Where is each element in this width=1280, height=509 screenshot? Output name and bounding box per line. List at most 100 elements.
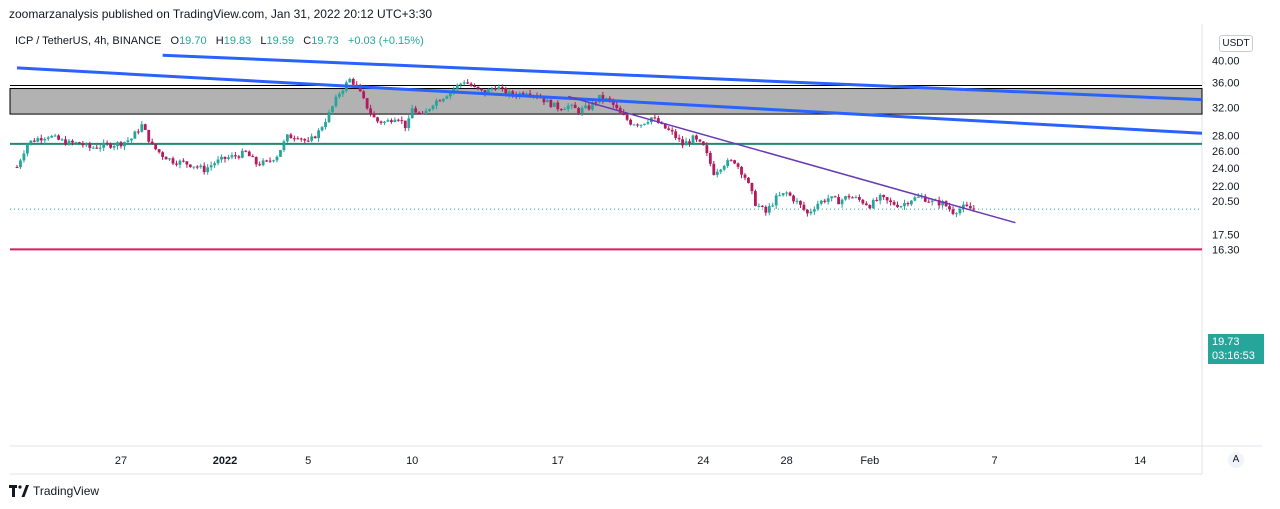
- candle-body: [396, 119, 400, 121]
- candle-body: [570, 104, 574, 106]
- candle-body: [910, 200, 913, 205]
- candle-body: [559, 109, 563, 111]
- candle-body: [178, 160, 182, 165]
- candle-body: [858, 197, 861, 200]
- candle-body: [591, 102, 594, 110]
- candle-body: [15, 167, 19, 169]
- candle-body: [712, 163, 716, 175]
- candle-body: [414, 108, 418, 113]
- candle-body: [546, 99, 549, 103]
- candle-body: [237, 156, 241, 158]
- candle-body: [823, 200, 827, 202]
- candle-body: [275, 156, 279, 161]
- candle-body: [341, 90, 345, 94]
- candle-body: [497, 87, 501, 90]
- symbol-title[interactable]: ICP / TetherUS, 4h, BINANCE: [15, 35, 162, 47]
- candle-body: [913, 197, 917, 201]
- candle-body: [126, 140, 130, 142]
- candle-body: [906, 203, 910, 205]
- candle-body: [958, 208, 962, 214]
- candle-body: [563, 109, 567, 111]
- candle-body: [715, 171, 719, 175]
- candle-body: [722, 166, 726, 170]
- candle-body: [719, 169, 723, 172]
- candle-body: [930, 200, 934, 202]
- candle-body: [729, 160, 733, 162]
- candle-body: [188, 164, 192, 168]
- candle-body: [383, 121, 386, 123]
- candle-body: [663, 123, 667, 129]
- y-tick-label: 32.00: [1212, 102, 1240, 114]
- candle-body: [469, 83, 473, 86]
- candle-body: [882, 194, 886, 198]
- footer-brand-label: TradingView: [33, 484, 100, 498]
- candle-body: [476, 86, 480, 89]
- candle-body: [43, 138, 47, 141]
- symbol-legend[interactable]: ICP / TetherUS, 4h, BINANCE O19.70 H19.8…: [15, 35, 424, 47]
- candle-body: [466, 82, 470, 84]
- candle-body: [60, 139, 64, 141]
- auto-scale-button[interactable]: A: [1228, 452, 1244, 468]
- candle-body: [279, 150, 282, 157]
- candle-body: [504, 88, 508, 96]
- candle-body: [951, 209, 955, 214]
- candle-body: [830, 196, 834, 199]
- candle-body: [785, 192, 788, 194]
- candle-body: [542, 98, 546, 103]
- candle-body: [473, 85, 476, 87]
- candle-body: [792, 195, 795, 202]
- candle-body: [643, 123, 646, 125]
- candle-body: [348, 79, 352, 83]
- candle-body: [390, 120, 393, 123]
- candle-body: [324, 121, 327, 128]
- candle-body: [258, 164, 262, 166]
- candle-body: [670, 129, 674, 132]
- candle-body: [885, 197, 889, 201]
- tradingview-logo-icon: [9, 485, 29, 497]
- footer-brand[interactable]: TradingView: [9, 484, 99, 498]
- candle-body: [771, 205, 775, 207]
- candle-body: [500, 87, 504, 89]
- candle-body: [116, 142, 119, 146]
- candle-body: [802, 204, 806, 210]
- candle-body: [206, 167, 210, 173]
- candle-body: [691, 135, 695, 144]
- candle-body: [868, 205, 872, 209]
- candle-body: [123, 141, 126, 147]
- candle-body: [577, 108, 580, 114]
- candle-body: [448, 91, 452, 97]
- candle-body: [310, 136, 314, 141]
- candle-body: [338, 93, 341, 97]
- candle-body: [140, 124, 144, 132]
- candle-body: [962, 204, 965, 209]
- candle-body: [95, 147, 99, 149]
- candle-body: [743, 174, 747, 178]
- candle-body: [303, 138, 307, 141]
- candle-body: [119, 142, 123, 147]
- x-tick-label: 7: [992, 455, 998, 467]
- candle-body: [265, 160, 268, 162]
- candle-body: [171, 158, 175, 164]
- candle-body: [639, 124, 643, 126]
- candle-body: [916, 196, 920, 198]
- candle-body: [199, 165, 203, 168]
- candle-body: [292, 138, 296, 140]
- candle-body: [157, 149, 161, 153]
- candle-body: [84, 143, 88, 146]
- currency-button[interactable]: USDT: [1219, 35, 1253, 52]
- candle-body: [708, 153, 712, 164]
- candle-body: [88, 143, 92, 148]
- x-tick-label: 28: [780, 455, 792, 467]
- candle-body: [573, 104, 577, 109]
- candle-body: [234, 155, 237, 157]
- candle-body: [57, 135, 60, 140]
- close-value: 19.73: [311, 35, 339, 47]
- candle-body: [594, 102, 598, 104]
- candle-body: [795, 200, 799, 202]
- top-bar: zoomarzanalysis published on TradingView…: [0, 0, 1280, 26]
- candle-body: [549, 99, 553, 107]
- candle-body: [331, 106, 334, 113]
- candle-body: [840, 199, 844, 205]
- candle-body: [216, 159, 220, 164]
